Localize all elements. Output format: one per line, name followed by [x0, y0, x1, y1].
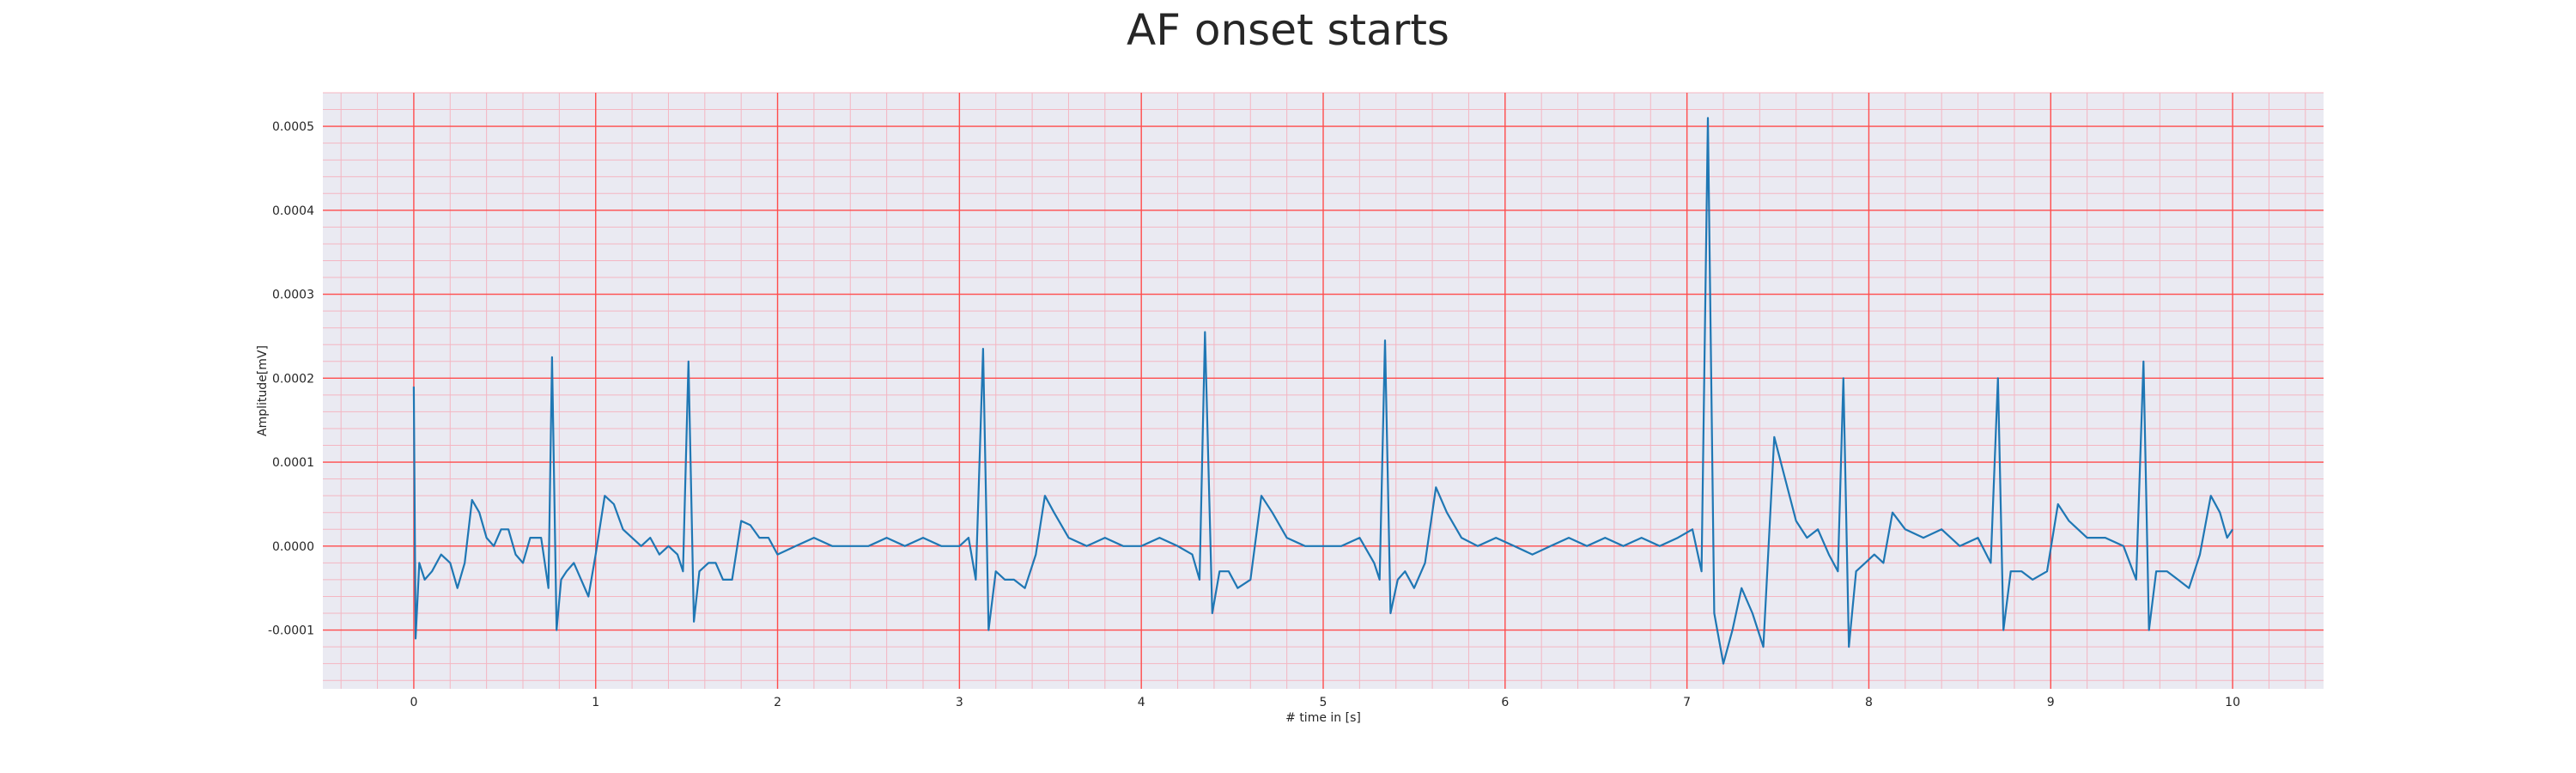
x-tick-label: 8	[1865, 696, 1873, 709]
y-tick-label: -0.0001	[268, 624, 314, 638]
chart-title: AF onset starts	[1127, 5, 1449, 55]
y-tick-label: 0.0002	[272, 372, 314, 386]
y-axis-label: Amplitude[mV]	[256, 345, 270, 436]
x-tick-label: 3	[956, 696, 963, 709]
y-tick-label: 0.0000	[272, 540, 314, 554]
series-layer	[412, 117, 2234, 665]
x-tick-label: 2	[774, 696, 781, 709]
x-axis-label: # time in [s]	[1285, 711, 1361, 725]
x-tick-label: 6	[1501, 696, 1509, 709]
series-line	[412, 117, 2234, 665]
x-tick-label: 4	[1138, 696, 1145, 709]
y-tick-label: 0.0005	[272, 120, 314, 134]
y-tick-labels: -0.0001 0.0000 0.0001 0.0002 0.0003 0.0004 0.0…	[268, 120, 314, 637]
y-tick-label: 0.0001	[272, 456, 314, 470]
x-tick-label: 0	[410, 696, 417, 709]
x-tick-label: 10	[2225, 696, 2240, 709]
x-tick-label: 1	[592, 696, 599, 709]
x-tick-label: 9	[2047, 696, 2055, 709]
x-tick-label: 5	[1320, 696, 1327, 709]
x-tick-labels: 0 1 2 3 4 5 6 7 8 9 10	[410, 696, 2240, 709]
y-tick-label: 0.0004	[272, 204, 314, 218]
y-tick-label: 0.0003	[272, 289, 314, 302]
x-tick-label: 7	[1683, 696, 1691, 709]
